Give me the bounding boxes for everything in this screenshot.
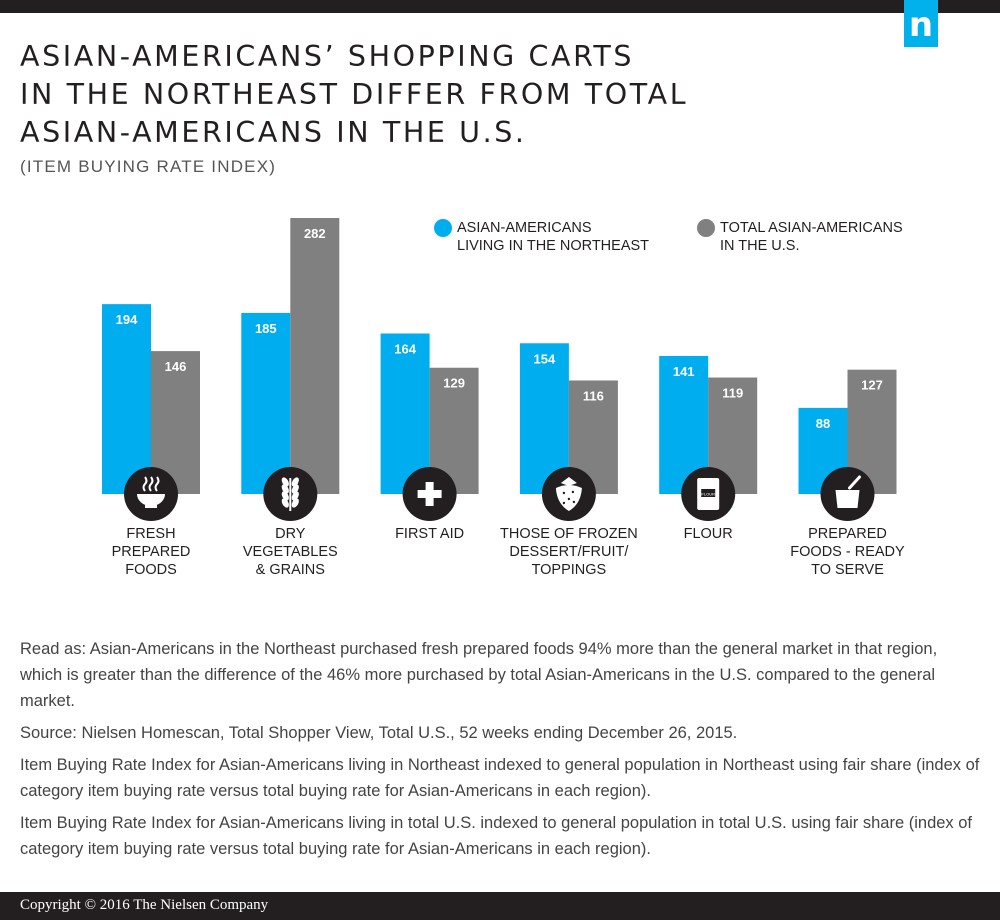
category-label-first-aid-line-1: FIRST AID: [395, 526, 464, 542]
bar-group-first-aid: 164 129: [380, 333, 479, 494]
value-label-total-us-prepared-foods-ready-to-serve: 127: [861, 378, 883, 393]
category-label-dry-vegetables-grains-line-1: DRY: [275, 526, 306, 542]
first-aid-cross-icon: [402, 467, 457, 521]
category-label-dry-vegetables-grains-line-3: & GRAINS: [256, 562, 325, 578]
copyright-text: Copyright © 2016 The Nielsen Company: [20, 897, 269, 913]
category-label-prepared-foods-ready-to-serve-line-1: PREPARED: [808, 526, 887, 542]
category-label-prepared-foods-ready-to-serve-line-3: TO SERVE: [811, 562, 884, 578]
note-total-us-index: Item Buying Rate Index for Asian-America…: [20, 814, 973, 858]
legend-label-northeast: ASIAN-AMERICANS LIVING IN THE NORTHEAST: [457, 220, 650, 254]
note-source: Source: Nielsen Homescan, Total Shopper …: [20, 724, 738, 742]
category-label-dry-vegetables-grains-line-2: VEGETABLES: [243, 544, 338, 560]
chart-subtitle: (ITEM BUYING RATE INDEX): [20, 157, 277, 176]
category-label-those-of-frozen-dessert-fruit-toppings-line-3: TOPPINGS: [532, 562, 607, 578]
pot-spoon-icon: [820, 467, 875, 521]
footer-bar: Copyright © 2016 The Nielsen Company: [0, 892, 1000, 920]
bar-group-dry-vegetables-grains: 185 282: [241, 218, 340, 494]
value-label-total-us-first-aid: 129: [443, 376, 465, 391]
wheat-icon: [263, 467, 318, 521]
legend-swatch-northeast: [434, 219, 452, 237]
legend-label-total-us: TOTAL ASIAN-AMERICANS IN THE U.S.: [720, 220, 903, 254]
value-label-northeast-flour: 141: [673, 364, 695, 379]
footnotes: Read as: Asian-Americans in the Northeas…: [20, 636, 980, 868]
top-bar: [0, 0, 1000, 13]
bar-group-flour: 141 119: [659, 356, 758, 494]
category-label-fresh-prepared-foods-line-2: PREPARED: [112, 544, 191, 560]
bar-northeast-first-aid: [380, 333, 430, 494]
category-label-prepared-foods-ready-to-serve-line-2: FOODS - READY: [790, 544, 905, 560]
value-label-northeast-prepared-foods-ready-to-serve: 88: [816, 416, 830, 431]
bar-total-us-dry-vegetables-grains: [290, 218, 340, 494]
value-label-total-us-fresh-prepared-foods: 146: [165, 359, 187, 374]
value-label-total-us-dry-vegetables-grains: 282: [304, 226, 326, 241]
chart-title: ASIAN-AMERICANS’ SHOPPING CARTS IN THE N…: [20, 40, 689, 149]
value-label-northeast-first-aid: 164: [394, 341, 416, 356]
note-northeast-index: Item Buying Rate Index for Asian-America…: [20, 756, 980, 800]
bowl-icon: [124, 467, 178, 521]
value-label-northeast-those-of-frozen-dessert-fruit-toppings: 154: [534, 351, 556, 366]
value-label-northeast-dry-vegetables-grains: 185: [255, 321, 277, 336]
category-label-those-of-frozen-dessert-fruit-toppings-line-2: DESSERT/FRUIT/: [509, 544, 629, 560]
category-label-flour-line-1: FLOUR: [684, 526, 733, 542]
svg-text:FLOUR: FLOUR: [701, 492, 715, 497]
bar-northeast-fresh-prepared-foods: [102, 304, 151, 494]
note-read-as: Read as: Asian-Americans in the Northeas…: [20, 640, 938, 710]
bar-chart: 194 146 FRESH PREPARED FOODS 185 282 DRY VEGETAB…: [102, 218, 905, 578]
category-label-those-of-frozen-dessert-fruit-toppings-line-1: THOSE OF FROZEN: [500, 526, 638, 542]
value-label-total-us-flour: 119: [722, 386, 743, 401]
nielsen-logo: n: [904, 0, 938, 47]
legend-swatch-total-us: [697, 219, 715, 237]
flour-bag-icon: FLOUR: [681, 467, 736, 521]
bar-group-prepared-foods-ready-to-serve: 88 127: [798, 369, 897, 494]
bar-northeast-dry-vegetables-grains: [241, 312, 291, 494]
category-label-fresh-prepared-foods-line-1: FRESH: [126, 526, 175, 542]
value-label-northeast-fresh-prepared-foods: 194: [116, 312, 138, 327]
category-label-fresh-prepared-foods-line-3: FOODS: [125, 562, 177, 578]
bar-group-fresh-prepared-foods: 194 146: [102, 304, 200, 494]
value-label-total-us-those-of-frozen-dessert-fruit-toppings: 116: [583, 388, 604, 403]
strawberry-icon: [541, 467, 596, 521]
